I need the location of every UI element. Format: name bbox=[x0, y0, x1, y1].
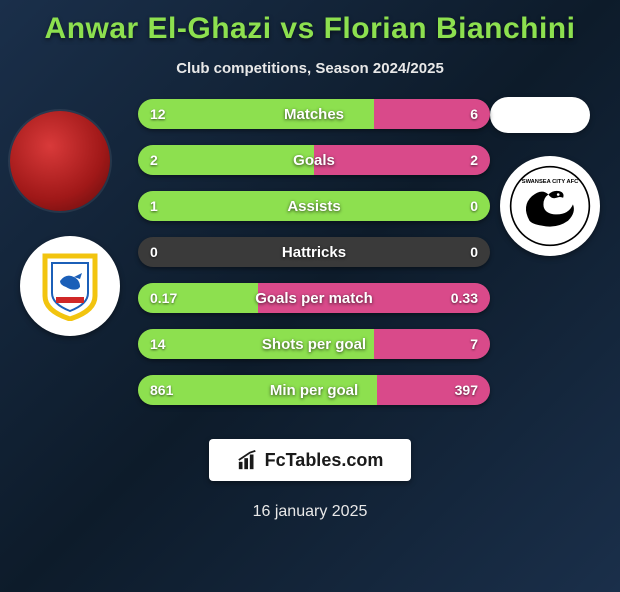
stat-label: Goals bbox=[138, 145, 490, 175]
stat-row: 861397Min per goal bbox=[138, 375, 490, 405]
player-left-photo bbox=[10, 111, 110, 211]
stat-row: 147Shots per goal bbox=[138, 329, 490, 359]
brand-badge: FcTables.com bbox=[209, 439, 412, 481]
page-title: Anwar El-Ghazi vs Florian Bianchini bbox=[0, 12, 620, 46]
stat-row: 22Goals bbox=[138, 145, 490, 175]
stat-label: Hattricks bbox=[138, 237, 490, 267]
stat-label: Matches bbox=[138, 99, 490, 129]
stat-row: 126Matches bbox=[138, 99, 490, 129]
comparison-content: SWANSEA CITY AFC 126Matches 22Goals 10Assi… bbox=[0, 101, 620, 421]
swansea-swan-icon: SWANSEA CITY AFC bbox=[509, 165, 591, 247]
page-subtitle: Club competitions, Season 2024/2025 bbox=[0, 60, 620, 77]
stat-row: 00Hattricks bbox=[138, 237, 490, 267]
club-right-logo: SWANSEA CITY AFC bbox=[500, 156, 600, 256]
player-right-photo bbox=[490, 97, 590, 133]
footer: FcTables.com 16 january 2025 bbox=[0, 439, 620, 521]
svg-text:SWANSEA CITY AFC: SWANSEA CITY AFC bbox=[522, 179, 579, 185]
club-left-logo bbox=[20, 236, 120, 336]
cardiff-shield-icon bbox=[40, 251, 100, 321]
stat-row: 0.170.33Goals per match bbox=[138, 283, 490, 313]
brand-text: FcTables.com bbox=[265, 450, 384, 471]
brand-chart-icon bbox=[237, 449, 259, 471]
footer-date: 16 january 2025 bbox=[253, 503, 368, 521]
stat-bars: 126Matches 22Goals 10Assists 00Hattricks 0.1… bbox=[138, 99, 490, 421]
stat-label: Shots per goal bbox=[138, 329, 490, 359]
stat-label: Assists bbox=[138, 191, 490, 221]
stat-label: Min per goal bbox=[138, 375, 490, 405]
stat-label: Goals per match bbox=[138, 283, 490, 313]
stat-row: 10Assists bbox=[138, 191, 490, 221]
